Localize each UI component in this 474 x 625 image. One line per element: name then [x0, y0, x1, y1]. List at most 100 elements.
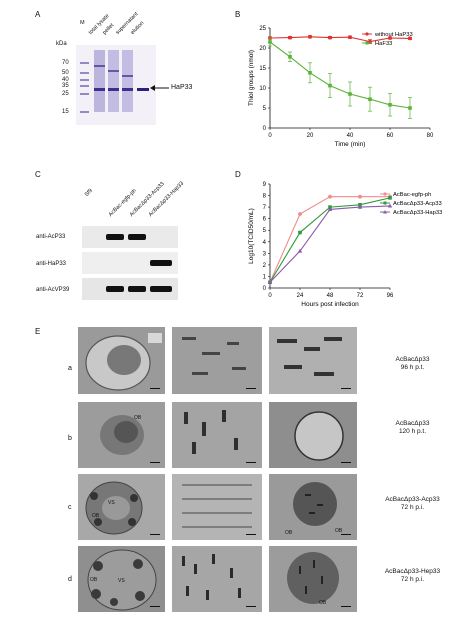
y-axis-title: Log10(TCID50/mL): [248, 208, 255, 264]
em-image-b2: [172, 402, 262, 468]
em-label-vs-c1: VS: [108, 500, 115, 506]
data-point: [387, 203, 393, 208]
row-label-hap33: anti-HaP33: [36, 261, 67, 267]
y-tick-label: 3: [263, 251, 267, 257]
condition-b: AcBacΔp33 120 h p.t.: [365, 420, 460, 436]
data-point: [328, 194, 332, 199]
em-label-ob-c1: OB: [92, 513, 100, 519]
legend-marker: [383, 192, 387, 196]
row-letter-b: b: [68, 435, 72, 442]
em-image-d2: [172, 546, 262, 612]
panel-b-label: B: [235, 10, 241, 19]
y-tick-label: 9: [263, 182, 267, 188]
western-blot-image: [82, 226, 178, 300]
data-point: [298, 230, 302, 235]
row-letter-c: c: [68, 504, 72, 511]
legend-marker: [383, 210, 387, 214]
lane-label-pellet: pellet: [101, 22, 116, 36]
x-tick-label: 96: [387, 293, 394, 299]
em-image-b1: OB: [78, 402, 165, 468]
series-line: [269, 36, 411, 43]
y-tick-label: 2: [263, 263, 267, 269]
y-axis-title: Thiol groups (nmol): [248, 50, 255, 106]
series-line: [269, 41, 411, 109]
em-label-ob-d1: OB: [90, 577, 98, 583]
x-tick-label: 20: [307, 133, 314, 139]
marker-70: 70: [62, 60, 69, 66]
data-point: [357, 204, 363, 209]
data-point: [268, 40, 272, 44]
y-tick-label: 5: [263, 106, 267, 112]
y-tick-label: 8: [263, 194, 267, 200]
em-image-c2: [172, 474, 262, 540]
condition-a: AcBacΔp33 96 h p.t.: [365, 356, 460, 372]
panel-c-label: C: [35, 170, 41, 179]
data-point: [288, 35, 292, 40]
x-axis-title: Hours post infection: [301, 301, 359, 308]
legend-label: without HaP33: [374, 32, 413, 38]
em-image-d1: VS OB: [78, 546, 165, 612]
x-tick-label: 48: [327, 293, 334, 299]
y-tick-label: 15: [259, 66, 266, 72]
condition-a-time: 96 h p.t.: [400, 364, 425, 371]
series-line: [269, 205, 391, 283]
legend-label: AcBacΔp33-Acp33: [393, 201, 442, 207]
y-tick-label: 7: [263, 205, 267, 211]
em-image-a3: [269, 327, 357, 394]
em-image-c1: VS OB: [78, 474, 165, 540]
band-label-hap33: HaP33: [171, 84, 193, 91]
legend-marker: [383, 201, 387, 205]
condition-a-name: AcBacΔp33: [395, 356, 430, 363]
marker-40: 40: [62, 77, 69, 83]
arrow-icon: [150, 85, 169, 91]
condition-c-time: 72 h p.i.: [400, 504, 425, 511]
marker-50: 50: [62, 70, 69, 76]
lane-label-m: M: [80, 20, 85, 26]
lane-label-sf9: Sf9: [83, 187, 94, 198]
legend-marker: [365, 41, 369, 45]
data-point: [308, 71, 312, 75]
em-label-ob-c3b: OB: [335, 528, 343, 534]
panel-e-label: E: [35, 327, 41, 336]
data-point: [328, 35, 332, 40]
condition-c-name: AcBacΔp33-Acp33: [385, 496, 440, 503]
legend-label: AcBac-egfp-ph: [393, 192, 431, 198]
em-label-ob-c3a: OB: [285, 530, 293, 536]
data-point: [348, 92, 352, 96]
em-label-ob-d3: OB: [319, 600, 327, 606]
x-tick-label: 40: [347, 133, 354, 139]
em-label-ob-b1: OB: [134, 415, 142, 421]
y-tick-label: 0: [263, 286, 267, 292]
em-image-a1: [78, 327, 165, 394]
data-point: [358, 203, 362, 207]
y-tick-label: 5: [263, 228, 267, 234]
y-tick-label: 0: [263, 126, 267, 132]
condition-c: AcBacΔp33-Acp33 72 h p.i.: [365, 496, 460, 512]
em-image-a2: [172, 327, 262, 394]
panel-a-label: A: [35, 10, 41, 19]
data-point: [388, 103, 392, 107]
data-point: [297, 248, 303, 253]
panel-d-label: D: [235, 170, 241, 179]
row-label-acvp39: anti-AcVP39: [36, 287, 70, 293]
data-point: [327, 207, 333, 212]
y-tick-label: 20: [259, 46, 266, 52]
row-letter-d: d: [68, 576, 72, 583]
em-label-vs-d1: VS: [118, 578, 125, 584]
data-point: [368, 97, 372, 101]
marker-35: 35: [62, 83, 69, 89]
condition-d: AcBacΔp33-Hep33 72 h p.i.: [365, 568, 460, 584]
data-point: [298, 212, 302, 216]
x-tick-label: 0: [268, 133, 272, 139]
data-point: [408, 36, 412, 41]
data-point: [388, 196, 392, 200]
x-axis-title: Time (min): [335, 141, 366, 148]
y-tick-label: 1: [263, 274, 267, 280]
y-tick-label: 6: [263, 217, 267, 223]
marker-25: 25: [62, 91, 69, 97]
lane-label-hap33: AcBacΔp33-Hap33: [147, 180, 186, 218]
gel-image: [76, 45, 156, 125]
data-point: [358, 194, 362, 199]
data-point: [288, 55, 292, 59]
legend-label: HaF33: [375, 41, 392, 47]
